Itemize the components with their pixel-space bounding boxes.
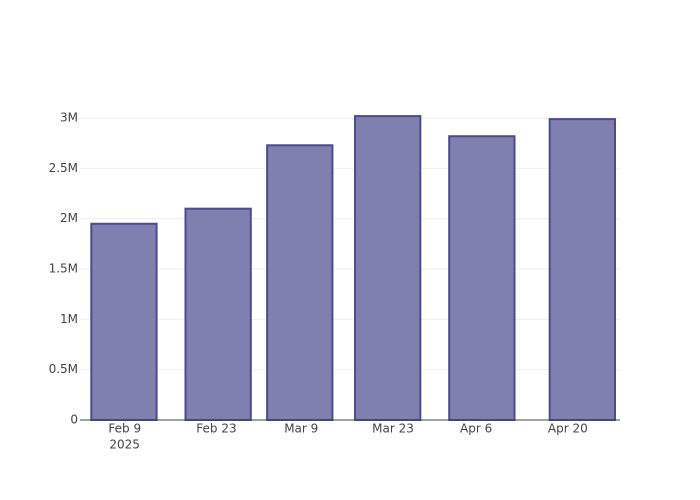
x-tick-label: Apr 20 — [548, 422, 588, 436]
bar — [184, 207, 252, 421]
bar — [548, 118, 616, 421]
y-tick-label: 1.5M — [49, 262, 78, 276]
x-year-label: 2025 — [109, 438, 140, 452]
x-tick-label: Mar 9 — [284, 422, 318, 436]
x-tick-label: Apr 6 — [460, 422, 492, 436]
y-tick-label: 0.5M — [49, 362, 78, 376]
y-tick-label: 0 — [70, 413, 78, 427]
bar — [448, 135, 516, 421]
x-tick-label: Mar 23 — [372, 422, 414, 436]
y-tick-label: 3M — [60, 111, 78, 125]
y-tick-label: 1M — [60, 312, 78, 326]
y-tick-label: 2.5M — [49, 161, 78, 175]
y-tick-label: 2M — [60, 211, 78, 225]
bar — [354, 115, 422, 422]
x-tick-label: Feb 9 — [108, 422, 141, 436]
bar — [90, 222, 158, 421]
x-tick-label: Feb 23 — [196, 422, 236, 436]
bar — [266, 144, 334, 421]
